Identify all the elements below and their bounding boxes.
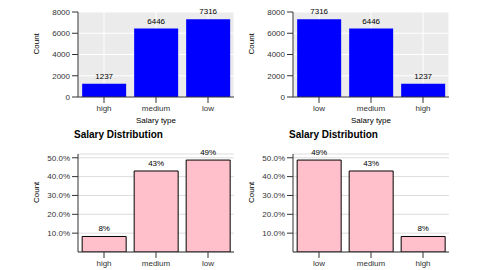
- svg-text:medium: medium: [357, 259, 386, 268]
- svg-text:low: low: [313, 259, 325, 268]
- svg-text:0: 0: [281, 93, 286, 102]
- svg-text:1237: 1237: [95, 72, 113, 81]
- svg-text:6000: 6000: [267, 29, 285, 38]
- svg-text:Count: Count: [247, 181, 256, 203]
- svg-text:high: high: [96, 104, 111, 113]
- svg-text:high: high: [96, 259, 111, 268]
- svg-text:4000: 4000: [52, 50, 70, 59]
- svg-text:7316: 7316: [310, 7, 328, 16]
- svg-text:medium: medium: [142, 104, 171, 113]
- svg-text:49%: 49%: [200, 148, 216, 157]
- svg-text:medium: medium: [357, 104, 386, 113]
- svg-text:20.0%: 20.0%: [47, 210, 70, 219]
- html-text:Salary Distribution: Salary Distribution: [289, 129, 378, 140]
- svg-text:30.0%: 30.0%: [47, 191, 70, 200]
- svg-text:8000: 8000: [52, 8, 70, 17]
- svg-text:2000: 2000: [267, 72, 285, 81]
- svg-text:8000: 8000: [267, 8, 285, 17]
- svg-text:Count: Count: [32, 181, 41, 203]
- svg-text:high: high: [415, 259, 430, 268]
- svg-text:30.0%: 30.0%: [262, 191, 285, 200]
- svg-text:50.0%: 50.0%: [47, 154, 70, 163]
- svg-text:high: high: [415, 104, 430, 113]
- svg-text:4000: 4000: [267, 50, 285, 59]
- svg-text:low: low: [313, 104, 325, 113]
- svg-text:Count: Count: [32, 32, 41, 54]
- svg-text:6446: 6446: [362, 17, 380, 26]
- svg-text:6446: 6446: [147, 17, 165, 26]
- svg-text:Salary type: Salary type: [136, 116, 177, 125]
- html-text:Salary Distribution: Salary Distribution: [74, 129, 163, 140]
- svg-text:8%: 8%: [98, 224, 110, 233]
- svg-text:43%: 43%: [148, 159, 164, 168]
- svg-text:10.0%: 10.0%: [262, 229, 285, 238]
- svg-text:Count: Count: [247, 32, 256, 54]
- svg-text:7316: 7316: [199, 7, 217, 16]
- svg-text:6000: 6000: [52, 29, 70, 38]
- svg-text:43%: 43%: [363, 159, 379, 168]
- svg-text:medium: medium: [142, 259, 171, 268]
- svg-text:40.0%: 40.0%: [262, 172, 285, 181]
- svg-text:20.0%: 20.0%: [262, 210, 285, 219]
- svg-text:Salary type: Salary type: [351, 116, 392, 125]
- svg-text:50.0%: 50.0%: [262, 154, 285, 163]
- svg-text:2000: 2000: [52, 72, 70, 81]
- svg-text:8%: 8%: [417, 224, 429, 233]
- svg-text:low: low: [202, 104, 214, 113]
- svg-text:40.0%: 40.0%: [47, 172, 70, 181]
- svg-text:0: 0: [66, 93, 71, 102]
- svg-text:10.0%: 10.0%: [47, 229, 70, 238]
- svg-text:49%: 49%: [311, 148, 327, 157]
- svg-text:low: low: [202, 259, 214, 268]
- svg-text:1237: 1237: [414, 72, 432, 81]
